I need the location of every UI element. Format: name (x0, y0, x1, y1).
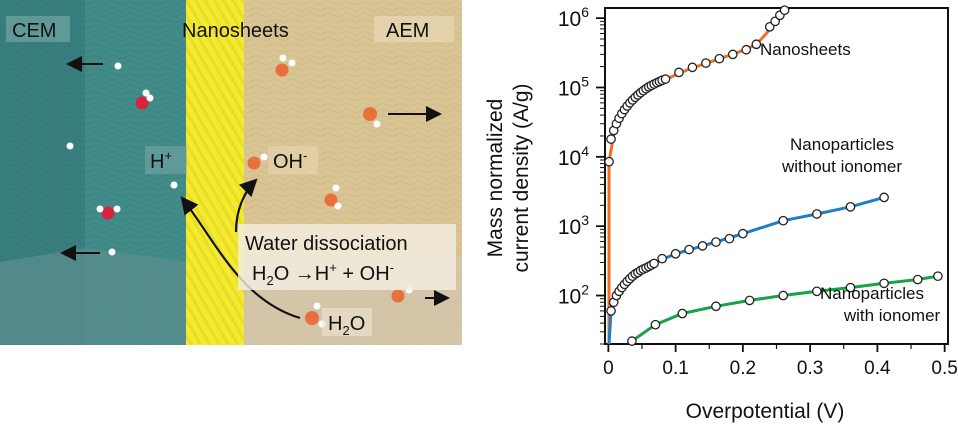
data-point (606, 134, 616, 144)
polarization-chart: 0 0.1 0.2 0.3 0.4 0.5 102 103 104 105 106 Mass nor… (484, 4, 958, 423)
water-dissociation-label: Water dissociation (245, 233, 408, 255)
data-point (650, 319, 661, 330)
y-tick-label: 103 (558, 212, 589, 239)
annotation-np-with-line1: Nanoparticles (820, 284, 924, 303)
data-point (674, 67, 684, 78)
x-tick-label: 0.4 (864, 358, 891, 379)
y-axis-label-line2: current density (A/g) (510, 83, 533, 272)
data-point (778, 290, 789, 301)
data-point (604, 156, 614, 167)
data-point (687, 62, 698, 73)
annotation-np-without-line2: without ionomer (781, 157, 902, 176)
h-plus-label: H+ (150, 148, 172, 173)
data-point (684, 244, 694, 255)
data-point (660, 74, 671, 84)
aem-label: AEM (386, 20, 429, 42)
water-dissociation-box (238, 224, 456, 290)
cem-label: CEM (12, 20, 56, 42)
data-point (879, 278, 889, 289)
y-tick-label: 105 (558, 73, 589, 100)
arrow-to-hplus (180, 196, 301, 320)
cem-floor (0, 248, 190, 345)
water-molecule-aem-1 (275, 54, 296, 77)
data-point (701, 58, 711, 68)
x-tick-label: 0.2 (730, 358, 756, 379)
data-point (741, 44, 752, 55)
series-line-0 (607, 9, 786, 344)
h2o-label: H2O (328, 313, 365, 338)
data-point (677, 308, 688, 319)
y-axis-label-line1: Mass normalized (484, 99, 507, 258)
x-tick-label: 0.5 (931, 358, 957, 379)
data-point (778, 215, 789, 226)
data-point (738, 228, 748, 239)
data-point (779, 5, 790, 16)
data-point (912, 274, 923, 285)
data-point (649, 258, 659, 269)
water-molecule-aem-2 (363, 107, 381, 128)
nanosheets-label: Nanosheets (182, 20, 289, 42)
annotation-nanosheets: Nanosheets (760, 40, 851, 59)
data-point (711, 237, 721, 247)
data-point (697, 241, 708, 251)
membrane-illustration: CEM Nanosheets AEM (0, 0, 462, 345)
nanosheets-band (186, 0, 244, 345)
data-point (933, 271, 943, 282)
water-molecule-cem-2 (96, 205, 121, 220)
water-molecule-aem-3 (324, 184, 342, 210)
data-point (657, 253, 668, 264)
data-point (812, 209, 822, 219)
x-tick-label: 0.1 (662, 358, 688, 379)
x-axis-label: Overpotential (V) (686, 400, 845, 423)
data-point (670, 248, 681, 259)
proton-dot (114, 62, 122, 70)
data-point (606, 306, 616, 316)
proton-dot (170, 181, 178, 189)
data-point (727, 49, 738, 60)
y-tick-label: 102 (558, 282, 589, 309)
annotation-np-without-line1: Nanoparticles (790, 135, 894, 154)
proton-dot (108, 248, 116, 256)
y-tick-label: 104 (558, 143, 589, 170)
data-point (744, 295, 755, 306)
x-tick-label: 0 (603, 358, 614, 379)
data-point (711, 301, 721, 312)
data-point (845, 201, 856, 212)
proton-dot (66, 142, 74, 150)
hydroxide-molecule (247, 153, 268, 170)
data-point (845, 282, 856, 293)
reaction-equation: H2O →H+ + OH- (252, 260, 394, 288)
data-point (751, 39, 762, 50)
data-point (627, 336, 637, 346)
water-molecule-cem-1 (135, 89, 154, 110)
oh-minus-label: OH- (273, 148, 307, 173)
y-tick-label: 106 (558, 4, 589, 31)
data-point (812, 286, 822, 297)
x-tick-label: 0.3 (797, 358, 823, 379)
annotation-np-with-line2: with ionomer (843, 306, 941, 325)
arrow-to-ohminus (234, 178, 258, 233)
data-point (714, 53, 725, 64)
data-point (724, 233, 735, 244)
data-point (879, 192, 889, 203)
